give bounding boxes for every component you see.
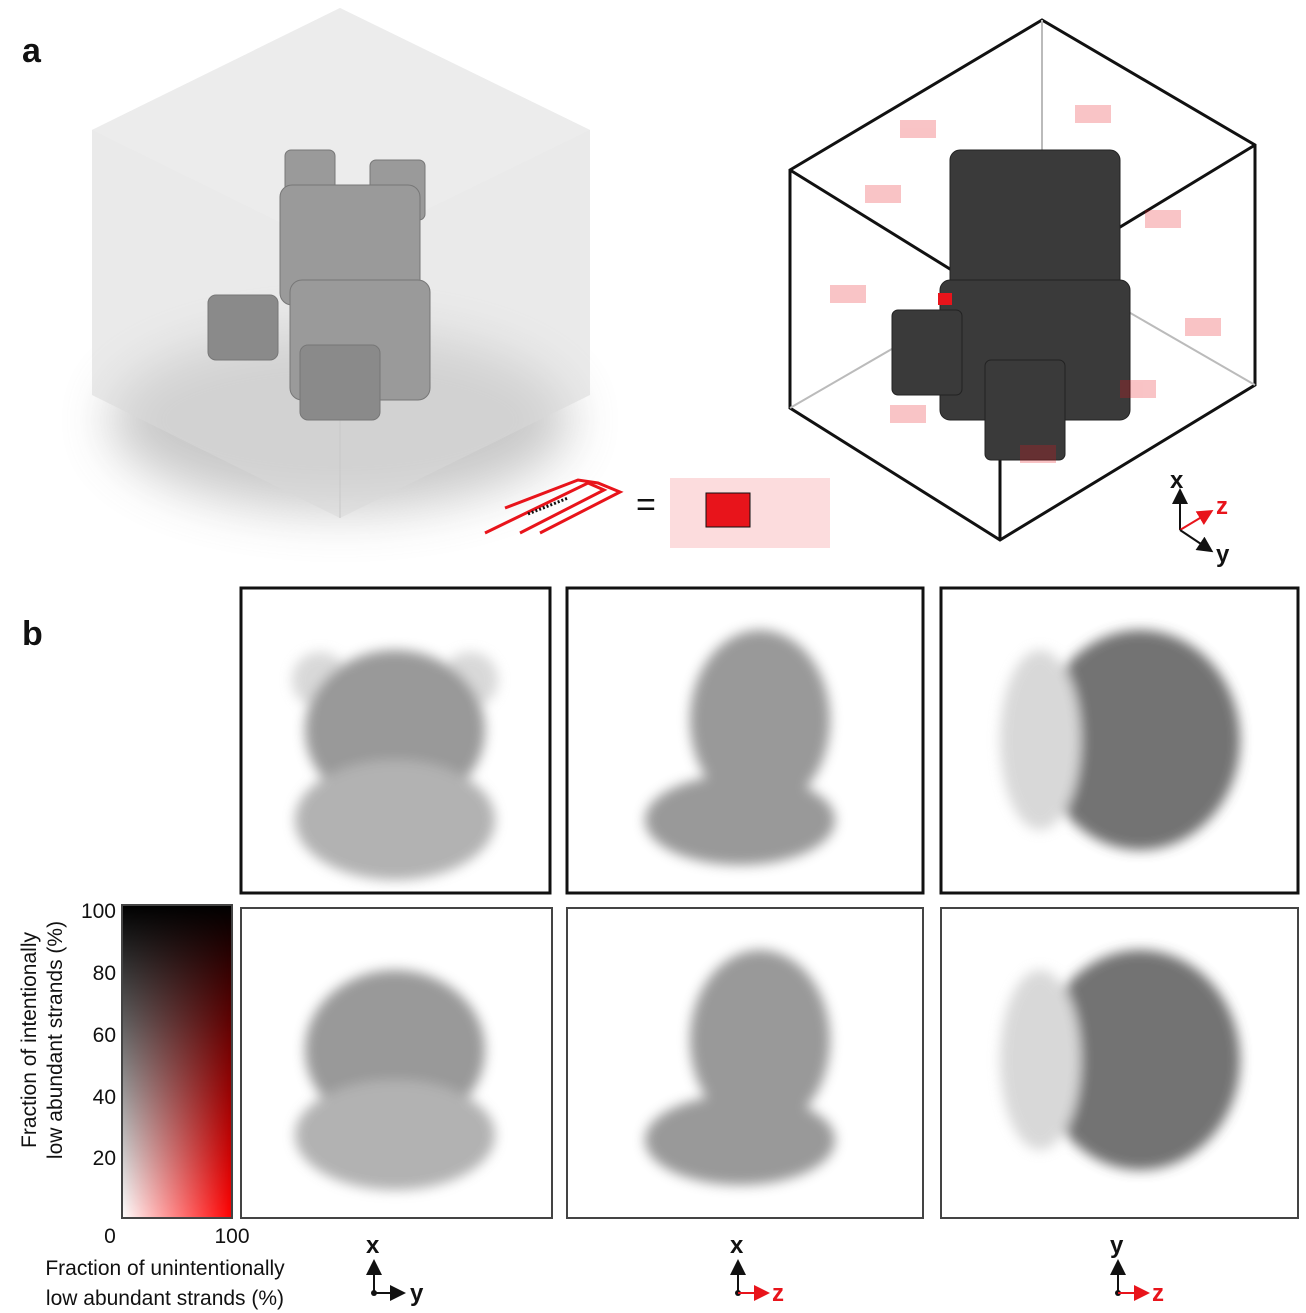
colorbar-tick: 40 [93, 1086, 116, 1109]
axis-label: z [772, 1280, 784, 1307]
colorbar-tick: 100 [81, 900, 116, 923]
axis-label: z [1152, 1280, 1164, 1307]
strand-diagram [485, 480, 620, 533]
view-axes: x y x z y z [366, 1232, 1164, 1307]
colorbar-y-label: Fraction of intentionally [18, 932, 41, 1148]
axis-label: x [1170, 467, 1184, 494]
colorbar-tick: 100 [214, 1225, 249, 1248]
projection-grid [241, 588, 1298, 1218]
colorbar-tick: 80 [93, 962, 116, 985]
axis-label: z [1216, 493, 1228, 520]
voxel-icon [670, 478, 830, 548]
colorbar-x-label: low abundant strands (%) [46, 1287, 284, 1310]
panel-label: a [22, 32, 42, 70]
colorbar-x-label: Fraction of unintentionally [45, 1257, 285, 1280]
colorbar-tick: 60 [93, 1024, 116, 1047]
view-axis: x z [730, 1232, 784, 1307]
colorbar-tick: 20 [93, 1147, 116, 1170]
axis-label: x [730, 1232, 744, 1259]
axis-label: y [1216, 541, 1230, 568]
view-axis: x y [366, 1232, 424, 1307]
panel-label: b [22, 615, 43, 653]
axis-label: x [366, 1232, 380, 1259]
axis-label: y [410, 1280, 424, 1307]
voxel-bear [830, 105, 1221, 463]
axis-triad: x z y [1170, 467, 1230, 568]
colorbar-y-label: low abundant strands (%) [44, 921, 67, 1159]
equals-sign: = [636, 486, 656, 524]
view-axis: y z [1110, 1232, 1164, 1307]
colorbar-tick: 0 [104, 1225, 116, 1248]
colorbar: 100 80 60 40 20 0 100 Fraction of intent… [18, 900, 285, 1310]
figure: a = [0, 0, 1306, 1313]
axis-label: y [1110, 1232, 1124, 1259]
